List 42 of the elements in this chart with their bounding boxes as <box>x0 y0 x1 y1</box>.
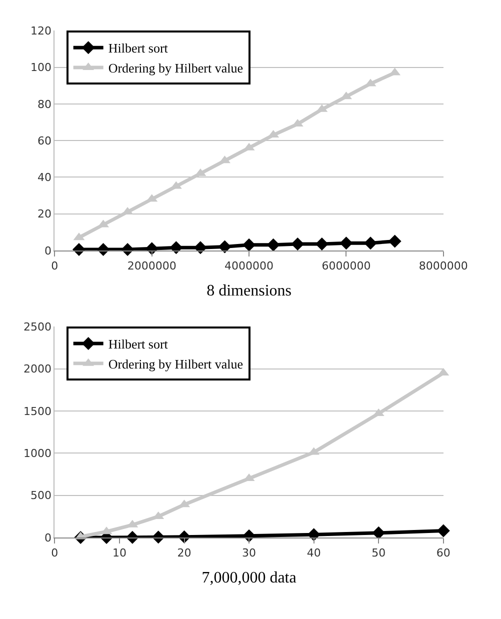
x-tick-label: 40 <box>306 546 321 560</box>
x-tick-label: 8000000 <box>418 260 468 273</box>
point <box>266 238 280 252</box>
y-tick-label: 0 <box>44 531 52 544</box>
y-tick-label: 40 <box>37 171 52 184</box>
point <box>242 238 256 252</box>
y-tick-label: 0 <box>44 244 52 258</box>
point <box>194 241 207 254</box>
point <box>436 524 450 538</box>
legend-label: Hilbert sort <box>108 336 168 352</box>
x-axis-title: 7,000,000 data <box>202 569 296 586</box>
x-tick-label: 6000000 <box>322 260 371 273</box>
x-tick-label: 60 <box>436 546 450 560</box>
y-tick-label: 80 <box>37 98 52 111</box>
point <box>340 236 353 250</box>
x-tick-label: 30 <box>242 546 256 560</box>
x-tick-label: 50 <box>372 546 386 560</box>
y-tick-label: 2000 <box>23 362 52 376</box>
point <box>291 237 304 250</box>
y-tick-label: 60 <box>37 134 52 148</box>
point <box>218 240 232 254</box>
point <box>315 237 328 250</box>
y-tick-label: 120 <box>30 24 52 38</box>
y-tick-label: 100 <box>30 61 52 74</box>
point <box>307 528 320 542</box>
y-tick-label: 2500 <box>23 320 52 334</box>
point <box>388 234 402 248</box>
x-axis-title: 8 dimensions <box>206 282 292 300</box>
y-tick-label: 20 <box>37 208 52 221</box>
point <box>170 241 183 254</box>
point <box>364 236 378 250</box>
point <box>372 526 386 540</box>
x-tick-label: 2000000 <box>127 260 176 273</box>
y-tick-label: 1000 <box>23 447 52 460</box>
x-tick-label: 10 <box>112 546 126 560</box>
legend-label: Ordering by Hilbert value <box>108 60 244 76</box>
y-tick-label: 500 <box>30 489 52 502</box>
legend-label: Hilbert sort <box>108 40 168 56</box>
x-tick-label: 20 <box>177 546 192 560</box>
y-tick-label: 1500 <box>23 404 52 418</box>
legend-label: Ordering by Hilbert value <box>108 356 244 372</box>
x-tick-label: 4000000 <box>224 260 274 273</box>
